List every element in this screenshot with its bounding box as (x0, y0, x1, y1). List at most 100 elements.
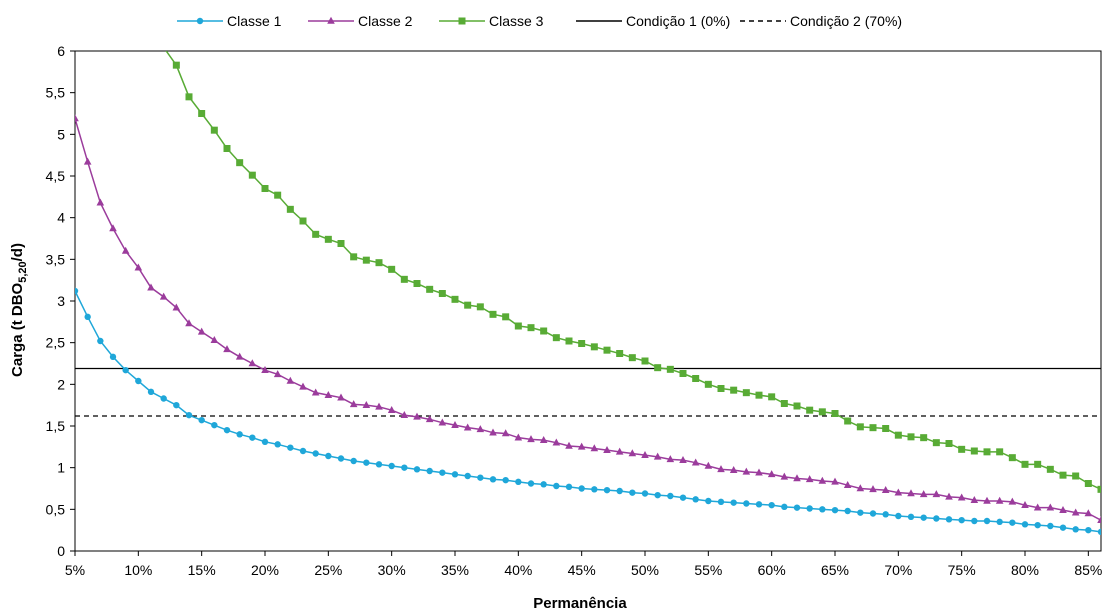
y-tick-label: 6 (57, 43, 65, 59)
data-point (273, 370, 282, 378)
data-point (362, 256, 370, 264)
data-point (1072, 472, 1080, 480)
data-point (426, 467, 433, 475)
data-point (1071, 508, 1080, 516)
data-point (945, 492, 953, 500)
legend-marker (196, 17, 204, 25)
data-point (400, 410, 409, 418)
data-point (439, 469, 446, 476)
data-point (286, 205, 294, 213)
data-point (907, 489, 915, 497)
data-point (1046, 465, 1054, 473)
data-point (223, 145, 231, 152)
data-point (185, 93, 193, 101)
data-point (844, 417, 852, 425)
y-axis-title: Carga (t DBO5,20/d) (9, 243, 29, 377)
data-point (1059, 505, 1067, 513)
data-point (616, 487, 623, 495)
data-point (1008, 454, 1016, 462)
data-point (400, 275, 408, 283)
data-point (540, 327, 548, 335)
data-point (755, 501, 763, 508)
data-point (704, 380, 712, 388)
data-point (1021, 500, 1029, 508)
data-point (692, 375, 700, 382)
data-point (996, 448, 1004, 456)
y-tick-label: 3,5 (46, 251, 66, 267)
data-point (451, 295, 459, 303)
x-tick-label: 20% (251, 562, 279, 578)
data-point (159, 292, 168, 300)
data-point (666, 365, 674, 373)
data-point (325, 452, 332, 460)
data-point (603, 445, 611, 453)
data-point (742, 389, 750, 397)
data-point (514, 322, 522, 330)
data-point (210, 335, 219, 343)
legend-label: Condição 2 (70%) (790, 13, 902, 29)
data-point (527, 324, 535, 332)
x-tick-label: 75% (948, 562, 976, 578)
x-tick-label: 60% (758, 562, 786, 578)
data-point (387, 405, 396, 413)
data-point (375, 259, 383, 267)
data-point (299, 447, 307, 455)
data-point (261, 185, 269, 192)
x-tick-label: 80% (1011, 562, 1039, 578)
data-point (173, 401, 180, 409)
data-point (464, 472, 471, 480)
legend-item: Classe 2 (308, 13, 413, 29)
data-point (75, 114, 79, 122)
legend-label: Classe 1 (227, 13, 282, 29)
data-point (337, 240, 345, 247)
x-tick-label: 5% (65, 562, 85, 578)
data-point (287, 444, 294, 451)
data-point (261, 438, 269, 446)
data-point (895, 512, 902, 520)
data-point (401, 464, 408, 471)
data-point (882, 511, 889, 518)
data-point (463, 423, 472, 431)
data-point (578, 340, 586, 347)
y-tick-label: 1,5 (46, 418, 66, 434)
data-point (818, 408, 826, 416)
y-tick-label: 5 (57, 126, 65, 142)
y-tick-label: 4 (57, 210, 65, 226)
x-tick-label: 10% (124, 562, 152, 578)
data-point (932, 490, 941, 498)
data-point (236, 159, 244, 167)
y-tick-label: 1 (57, 460, 65, 476)
data-point (628, 449, 637, 457)
data-point (438, 290, 446, 297)
data-point (971, 517, 978, 525)
data-point (1047, 522, 1054, 530)
data-point (806, 406, 814, 414)
data-point (995, 496, 1004, 504)
y-axis-title-subscript: 5,20 (17, 261, 29, 282)
data-point (527, 480, 535, 487)
series-line (165, 51, 1101, 491)
data-point (730, 499, 737, 506)
data-point (781, 503, 788, 511)
data-point (907, 513, 915, 521)
y-axis-title-tail: /d) (9, 243, 26, 261)
data-point (767, 470, 776, 478)
data-point (717, 385, 725, 392)
x-tick-label: 50% (631, 562, 659, 578)
legend-item: Condição 2 (70%) (740, 13, 902, 29)
y-tick-label: 3 (57, 293, 65, 309)
legend-marker (327, 16, 335, 24)
data-point (1097, 485, 1101, 493)
data-point (857, 509, 864, 516)
data-point (603, 486, 611, 494)
data-point (768, 393, 776, 401)
data-point (705, 497, 712, 505)
data-point (553, 482, 560, 490)
data-point (311, 388, 320, 396)
data-point (413, 466, 421, 473)
data-point (907, 433, 915, 441)
data-point (515, 478, 522, 486)
data-point (425, 415, 434, 423)
data-point (83, 157, 92, 165)
data-point (945, 440, 953, 447)
